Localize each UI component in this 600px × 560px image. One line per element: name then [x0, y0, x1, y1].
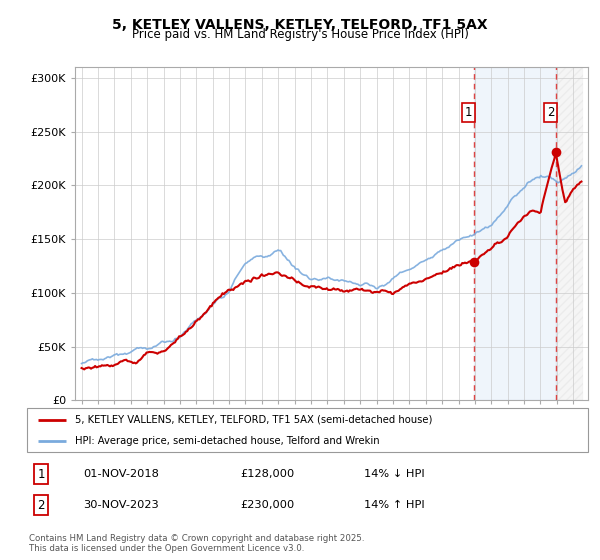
Text: 30-NOV-2023: 30-NOV-2023 — [83, 500, 159, 510]
Text: 2: 2 — [37, 498, 45, 512]
Text: 1: 1 — [37, 468, 45, 480]
Text: £230,000: £230,000 — [240, 500, 295, 510]
Bar — [556, 67, 583, 400]
Text: 5, KETLEY VALLENS, KETLEY, TELFORD, TF1 5AX: 5, KETLEY VALLENS, KETLEY, TELFORD, TF1 … — [112, 18, 488, 32]
Text: 14% ↑ HPI: 14% ↑ HPI — [364, 500, 424, 510]
Text: HPI: Average price, semi-detached house, Telford and Wrekin: HPI: Average price, semi-detached house,… — [74, 436, 379, 446]
Text: 5, KETLEY VALLENS, KETLEY, TELFORD, TF1 5AX (semi-detached house): 5, KETLEY VALLENS, KETLEY, TELFORD, TF1 … — [74, 414, 432, 424]
Text: 2: 2 — [547, 106, 554, 119]
Bar — [473, 67, 556, 400]
Text: Price paid vs. HM Land Registry's House Price Index (HPI): Price paid vs. HM Land Registry's House … — [131, 28, 469, 41]
Text: 01-NOV-2018: 01-NOV-2018 — [83, 469, 159, 479]
Text: Contains HM Land Registry data © Crown copyright and database right 2025.
This d: Contains HM Land Registry data © Crown c… — [29, 534, 364, 553]
Text: 14% ↓ HPI: 14% ↓ HPI — [364, 469, 424, 479]
Text: £128,000: £128,000 — [240, 469, 295, 479]
Text: 1: 1 — [465, 106, 472, 119]
